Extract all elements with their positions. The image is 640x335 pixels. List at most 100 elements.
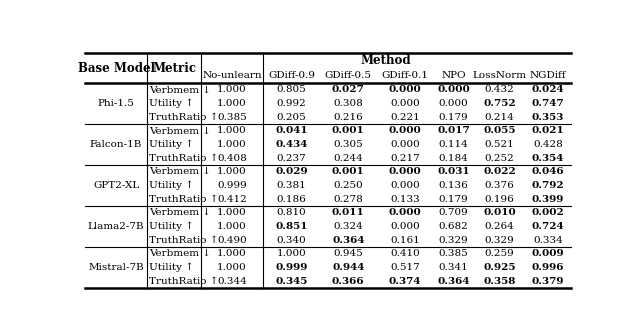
Text: 0.345: 0.345: [275, 276, 308, 285]
Text: 1.000: 1.000: [217, 126, 247, 135]
Text: Mistral-7B: Mistral-7B: [88, 263, 144, 272]
Text: 0.334: 0.334: [533, 236, 563, 245]
Text: 0.017: 0.017: [437, 126, 470, 135]
Text: Verbmem ↓: Verbmem ↓: [149, 249, 211, 258]
Text: 0.055: 0.055: [483, 126, 516, 135]
Text: 0.259: 0.259: [484, 249, 515, 258]
Text: Verbmem ↓: Verbmem ↓: [149, 208, 211, 217]
Text: 0.214: 0.214: [484, 113, 515, 122]
Text: 0.002: 0.002: [532, 208, 564, 217]
Text: 1.000: 1.000: [217, 208, 247, 217]
Text: LossNorm: LossNorm: [472, 71, 527, 80]
Text: 0.792: 0.792: [532, 181, 564, 190]
Text: 0.000: 0.000: [388, 126, 421, 135]
Text: Method: Method: [361, 54, 412, 67]
Text: 0.308: 0.308: [333, 99, 363, 108]
Text: 0.434: 0.434: [275, 140, 308, 149]
Text: 0.329: 0.329: [484, 236, 515, 245]
Text: 0.114: 0.114: [438, 140, 468, 149]
Text: 0.945: 0.945: [333, 249, 363, 258]
Text: 0.358: 0.358: [483, 276, 516, 285]
Text: 0.364: 0.364: [437, 276, 470, 285]
Text: 0.379: 0.379: [532, 276, 564, 285]
Text: Verbmem ↓: Verbmem ↓: [149, 167, 211, 176]
Text: 0.000: 0.000: [438, 99, 468, 108]
Text: 0.001: 0.001: [332, 167, 365, 176]
Text: 0.925: 0.925: [483, 263, 516, 272]
Text: 0.344: 0.344: [217, 276, 247, 285]
Text: 0.412: 0.412: [217, 195, 247, 204]
Text: Verbmem ↓: Verbmem ↓: [149, 85, 211, 94]
Text: 0.374: 0.374: [388, 276, 421, 285]
Text: 0.184: 0.184: [438, 154, 468, 162]
Text: 0.010: 0.010: [483, 208, 516, 217]
Text: 0.216: 0.216: [333, 113, 363, 122]
Text: 1.000: 1.000: [217, 85, 247, 94]
Text: GDiff-0.9: GDiff-0.9: [268, 71, 315, 80]
Text: 0.001: 0.001: [332, 126, 365, 135]
Text: TruthRatio ↑: TruthRatio ↑: [149, 236, 218, 245]
Text: 0.000: 0.000: [390, 222, 420, 231]
Text: 0.521: 0.521: [484, 140, 515, 149]
Text: 0.366: 0.366: [332, 276, 365, 285]
Text: TruthRatio ↑: TruthRatio ↑: [149, 195, 218, 204]
Text: GPT2-XL: GPT2-XL: [93, 181, 139, 190]
Text: 0.000: 0.000: [388, 167, 421, 176]
Text: 0.851: 0.851: [275, 222, 308, 231]
Text: TruthRatio ↑: TruthRatio ↑: [149, 113, 218, 122]
Text: 0.385: 0.385: [438, 249, 468, 258]
Text: GDiff-0.1: GDiff-0.1: [381, 71, 428, 80]
Text: 0.000: 0.000: [390, 181, 420, 190]
Text: 0.029: 0.029: [275, 167, 308, 176]
Text: 0.000: 0.000: [437, 85, 470, 94]
Text: 0.196: 0.196: [484, 195, 515, 204]
Text: 0.354: 0.354: [532, 154, 564, 162]
Text: 0.179: 0.179: [438, 195, 468, 204]
Text: NGDiff: NGDiff: [530, 71, 566, 80]
Text: 0.490: 0.490: [217, 236, 247, 245]
Text: Utility ↑: Utility ↑: [149, 140, 194, 149]
Text: Utility ↑: Utility ↑: [149, 263, 194, 272]
Text: 0.752: 0.752: [483, 99, 516, 108]
Text: TruthRatio ↑: TruthRatio ↑: [149, 154, 218, 162]
Text: 0.410: 0.410: [390, 249, 420, 258]
Text: 0.000: 0.000: [390, 140, 420, 149]
Text: 0.000: 0.000: [388, 85, 421, 94]
Text: Llama2-7B: Llama2-7B: [88, 222, 145, 231]
Text: NPO: NPO: [441, 71, 466, 80]
Text: 0.944: 0.944: [332, 263, 364, 272]
Text: Metric: Metric: [152, 62, 196, 75]
Text: Phi-1.5: Phi-1.5: [97, 99, 134, 108]
Text: 0.009: 0.009: [532, 249, 564, 258]
Text: Verbmem ↓: Verbmem ↓: [149, 126, 211, 135]
Text: 0.381: 0.381: [276, 181, 307, 190]
Text: Utility ↑: Utility ↑: [149, 181, 194, 190]
Text: 0.024: 0.024: [532, 85, 564, 94]
Text: 1.000: 1.000: [217, 249, 247, 258]
Text: 0.324: 0.324: [333, 222, 363, 231]
Text: 0.046: 0.046: [532, 167, 564, 176]
Text: 1.000: 1.000: [276, 249, 307, 258]
Text: 0.992: 0.992: [276, 99, 307, 108]
Text: 0.000: 0.000: [388, 208, 421, 217]
Text: 0.682: 0.682: [438, 222, 468, 231]
Text: 0.186: 0.186: [276, 195, 307, 204]
Text: Utility ↑: Utility ↑: [149, 99, 194, 108]
Text: Falcon-1B: Falcon-1B: [90, 140, 142, 149]
Text: 0.305: 0.305: [333, 140, 363, 149]
Text: 0.724: 0.724: [532, 222, 564, 231]
Text: 0.329: 0.329: [438, 236, 468, 245]
Text: 0.428: 0.428: [533, 140, 563, 149]
Text: 0.399: 0.399: [532, 195, 564, 204]
Text: 0.747: 0.747: [532, 99, 564, 108]
Text: Base Model: Base Model: [77, 62, 154, 75]
Text: TruthRatio ↑: TruthRatio ↑: [149, 276, 218, 285]
Text: 1.000: 1.000: [217, 222, 247, 231]
Text: 0.217: 0.217: [390, 154, 420, 162]
Text: 0.179: 0.179: [438, 113, 468, 122]
Text: 0.340: 0.340: [276, 236, 307, 245]
Text: 0.999: 0.999: [217, 181, 247, 190]
Text: 0.810: 0.810: [276, 208, 307, 217]
Text: 0.021: 0.021: [532, 126, 564, 135]
Text: 0.709: 0.709: [438, 208, 468, 217]
